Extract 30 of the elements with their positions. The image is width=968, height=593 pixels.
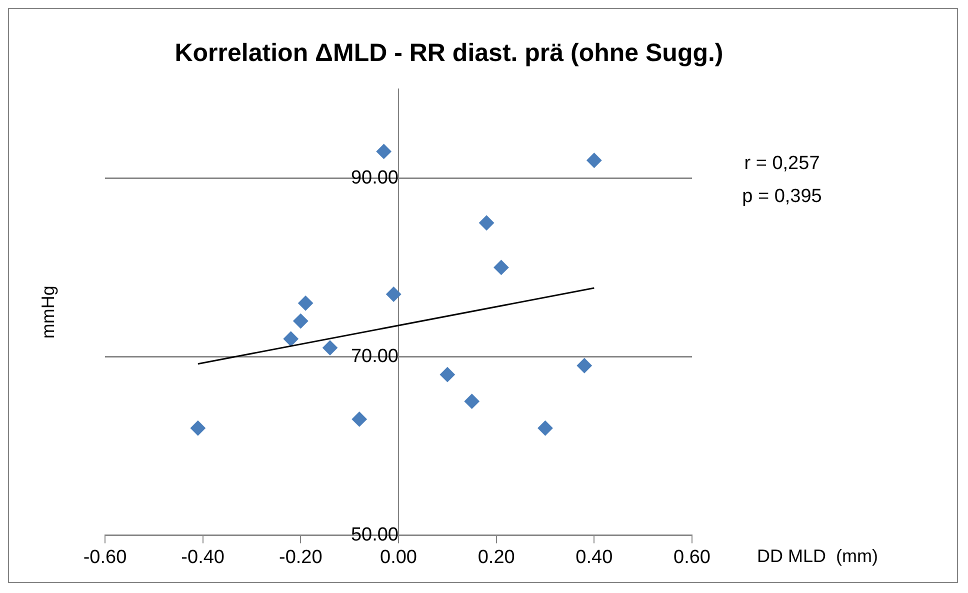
point <box>440 367 455 382</box>
x-tick-label: -0.20 <box>279 546 322 568</box>
point <box>283 331 298 346</box>
point <box>293 314 308 329</box>
text: r = 0,257 <box>744 153 820 174</box>
chart-title: Korrelation ΔMLD - RR diast. prä (ohne Sugg.) <box>174 38 724 67</box>
x-tick-label: -0.60 <box>83 546 127 568</box>
x-tick-label: 0.60 <box>674 546 710 568</box>
point <box>538 420 553 436</box>
point <box>464 394 480 409</box>
x-tick-label: 0.40 <box>576 546 613 568</box>
y-tick-label: 90.00 <box>350 167 398 188</box>
x-tick-label: 0.00 <box>380 546 417 568</box>
y-tick-label: 70.00 <box>350 346 398 367</box>
y-tick-label: 50.00 <box>350 524 398 546</box>
point <box>586 152 602 168</box>
point <box>352 412 367 427</box>
point <box>494 260 509 275</box>
point <box>386 286 402 302</box>
y-axis-title: mmHg <box>38 286 58 339</box>
text: p = 0,395 <box>742 186 822 208</box>
point <box>479 215 494 230</box>
point <box>190 420 206 436</box>
x-axis-title: DD MLD (mm) <box>757 546 878 566</box>
point <box>376 144 392 159</box>
x-tick-label: -0.40 <box>181 546 224 568</box>
x-tick-label: 0.20 <box>478 546 515 568</box>
point <box>322 340 338 356</box>
point <box>576 358 592 374</box>
point <box>298 296 314 311</box>
